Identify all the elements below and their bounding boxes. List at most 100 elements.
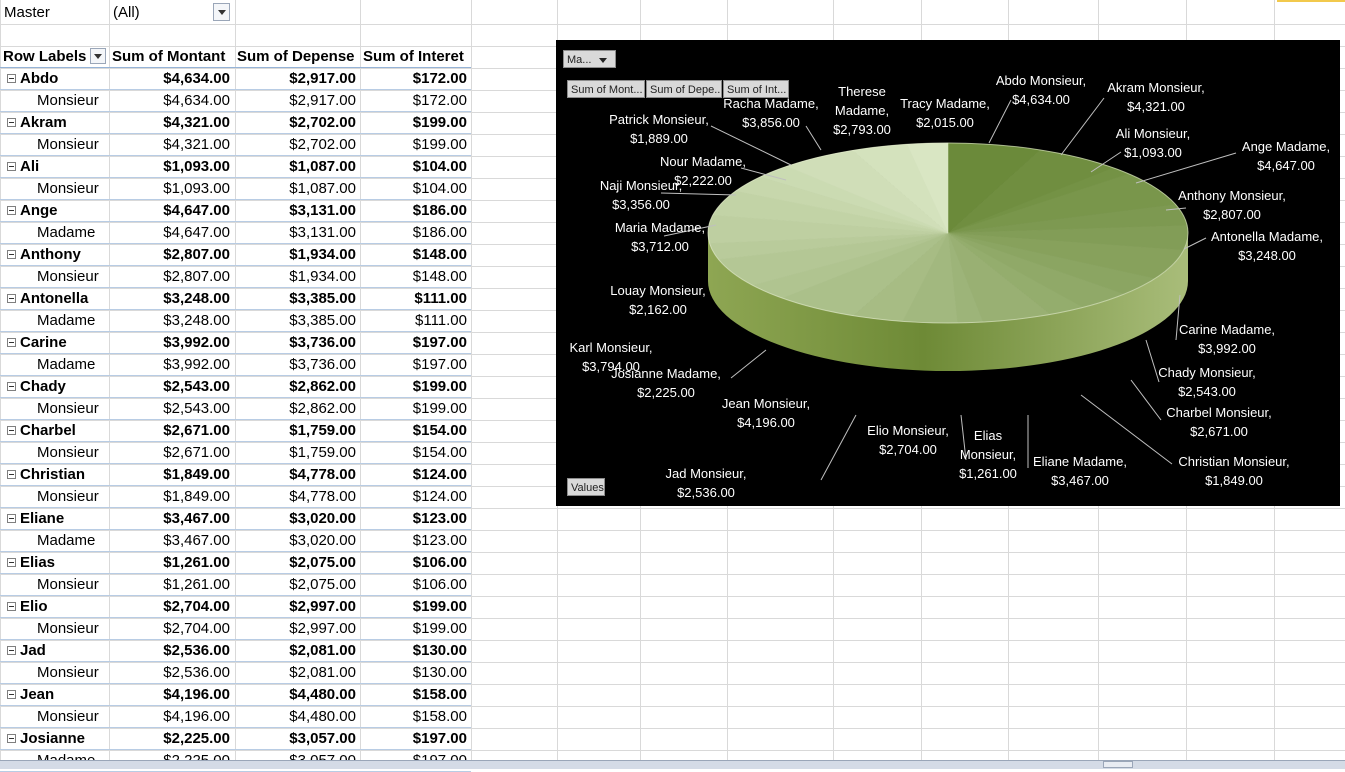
interet-cell[interactable]: $123.00	[412, 532, 467, 549]
interet-cell[interactable]: $199.00	[412, 598, 467, 615]
montant-cell[interactable]: $1,093.00	[163, 158, 230, 175]
collapse-icon[interactable]	[7, 514, 16, 523]
report-filter-dropdown-icon[interactable]	[213, 3, 230, 21]
interet-cell[interactable]: $186.00	[412, 224, 467, 241]
pivot-group-row[interactable]: Elio $2,704.00 $2,997.00 $199.00	[0, 596, 471, 618]
montant-cell[interactable]: $1,093.00	[163, 180, 230, 197]
pivot-group-row[interactable]: Chady $2,543.00 $2,862.00 $199.00	[0, 376, 471, 398]
interet-cell[interactable]: $199.00	[412, 136, 467, 153]
montant-cell[interactable]: $3,248.00	[163, 290, 230, 307]
chart-value-chip-montant[interactable]: Sum of Mont...	[567, 80, 645, 98]
collapse-icon[interactable]	[7, 470, 16, 479]
depense-cell[interactable]: $1,759.00	[289, 444, 356, 461]
collapse-icon[interactable]	[7, 162, 16, 171]
montant-cell[interactable]: $4,196.00	[163, 686, 230, 703]
depense-cell[interactable]: $3,020.00	[289, 510, 356, 527]
montant-cell[interactable]: $4,647.00	[163, 202, 230, 219]
pivot-detail-row[interactable]: Madame $3,992.00 $3,736.00 $197.00	[0, 354, 471, 376]
interet-cell[interactable]: $199.00	[412, 620, 467, 637]
pivot-detail-row[interactable]: Monsieur $4,196.00 $4,480.00 $158.00	[0, 706, 471, 728]
chart-filter-chip[interactable]: Ma...	[563, 50, 616, 68]
montant-cell[interactable]: $2,807.00	[163, 246, 230, 263]
montant-cell[interactable]: $4,321.00	[163, 136, 230, 153]
montant-cell[interactable]: $2,671.00	[163, 444, 230, 461]
collapse-icon[interactable]	[7, 74, 16, 83]
depense-cell[interactable]: $1,934.00	[289, 268, 356, 285]
depense-cell[interactable]: $2,081.00	[289, 664, 356, 681]
depense-cell[interactable]: $2,997.00	[289, 620, 356, 637]
depense-cell[interactable]: $2,075.00	[289, 576, 356, 593]
montant-cell[interactable]: $1,261.00	[163, 576, 230, 593]
pivot-group-row[interactable]: Anthony $2,807.00 $1,934.00 $148.00	[0, 244, 471, 266]
depense-cell[interactable]: $3,131.00	[289, 224, 356, 241]
collapse-icon[interactable]	[7, 382, 16, 391]
depense-cell[interactable]: $4,778.00	[289, 466, 356, 483]
interet-cell[interactable]: $104.00	[412, 180, 467, 197]
montant-cell[interactable]: $2,225.00	[163, 730, 230, 747]
depense-cell[interactable]: $1,087.00	[289, 158, 356, 175]
collapse-icon[interactable]	[7, 602, 16, 611]
depense-cell[interactable]: $3,736.00	[289, 356, 356, 373]
pivot-group-row[interactable]: Eliane $3,467.00 $3,020.00 $123.00	[0, 508, 471, 530]
interet-cell[interactable]: $111.00	[414, 290, 467, 307]
chart-value-chip-interet[interactable]: Sum of Int...	[723, 80, 789, 98]
depense-cell[interactable]: $4,480.00	[289, 686, 356, 703]
montant-cell[interactable]: $1,261.00	[163, 554, 230, 571]
depense-cell[interactable]: $2,081.00	[289, 642, 356, 659]
depense-cell[interactable]: $1,759.00	[289, 422, 356, 439]
interet-cell[interactable]: $199.00	[412, 114, 467, 131]
interet-cell[interactable]: $124.00	[412, 488, 467, 505]
chart-values-chip[interactable]: Values	[567, 478, 605, 496]
interet-cell[interactable]: $199.00	[412, 378, 467, 395]
pivot-group-row[interactable]: Elias $1,261.00 $2,075.00 $106.00	[0, 552, 471, 574]
montant-cell[interactable]: $3,992.00	[163, 334, 230, 351]
depense-cell[interactable]: $3,131.00	[289, 202, 356, 219]
pivot-detail-row[interactable]: Monsieur $2,543.00 $2,862.00 $199.00	[0, 398, 471, 420]
interet-cell[interactable]: $123.00	[412, 510, 467, 527]
montant-cell[interactable]: $2,807.00	[163, 268, 230, 285]
collapse-icon[interactable]	[7, 294, 16, 303]
montant-cell[interactable]: $2,704.00	[163, 598, 230, 615]
collapse-icon[interactable]	[7, 558, 16, 567]
interet-cell[interactable]: $158.00	[412, 686, 467, 703]
collapse-icon[interactable]	[7, 338, 16, 347]
interet-cell[interactable]: $197.00	[412, 730, 467, 747]
depense-cell[interactable]: $3,385.00	[289, 290, 356, 307]
pivot-detail-row[interactable]: Madame $4,647.00 $3,131.00 $186.00	[0, 222, 471, 244]
interet-cell[interactable]: $148.00	[412, 268, 467, 285]
depense-cell[interactable]: $3,736.00	[289, 334, 356, 351]
pivot-detail-row[interactable]: Monsieur $4,321.00 $2,702.00 $199.00	[0, 134, 471, 156]
row-labels-filter-icon[interactable]	[90, 48, 107, 65]
pivot-detail-row[interactable]: Madame $3,248.00 $3,385.00 $111.00	[0, 310, 471, 332]
interet-cell[interactable]: $197.00	[412, 356, 467, 373]
collapse-icon[interactable]	[7, 646, 16, 655]
depense-cell[interactable]: $1,087.00	[289, 180, 356, 197]
horizontal-scrollbar[interactable]	[1103, 761, 1133, 768]
interet-cell[interactable]: $130.00	[412, 642, 467, 659]
depense-cell[interactable]: $3,385.00	[289, 312, 356, 329]
depense-cell[interactable]: $2,702.00	[289, 136, 356, 153]
montant-cell[interactable]: $2,543.00	[163, 400, 230, 417]
interet-cell[interactable]: $104.00	[412, 158, 467, 175]
chart-value-chip-depense[interactable]: Sum of Depe...	[646, 80, 722, 98]
pivot-group-row[interactable]: Jean $4,196.00 $4,480.00 $158.00	[0, 684, 471, 706]
pivot-group-row[interactable]: Jad $2,536.00 $2,081.00 $130.00	[0, 640, 471, 662]
pivot-detail-row[interactable]: Monsieur $1,261.00 $2,075.00 $106.00	[0, 574, 471, 596]
montant-cell[interactable]: $4,196.00	[163, 708, 230, 725]
montant-cell[interactable]: $3,992.00	[163, 356, 230, 373]
pivot-detail-row[interactable]: Monsieur $1,849.00 $4,778.00 $124.00	[0, 486, 471, 508]
pivot-group-row[interactable]: Carine $3,992.00 $3,736.00 $197.00	[0, 332, 471, 354]
pivot-detail-row[interactable]: Monsieur $2,807.00 $1,934.00 $148.00	[0, 266, 471, 288]
depense-cell[interactable]: $2,997.00	[289, 598, 356, 615]
montant-cell[interactable]: $2,704.00	[163, 620, 230, 637]
interet-cell[interactable]: $148.00	[412, 246, 467, 263]
pivot-group-row[interactable]: Christian $1,849.00 $4,778.00 $124.00	[0, 464, 471, 486]
pivot-group-row[interactable]: Charbel $2,671.00 $1,759.00 $154.00	[0, 420, 471, 442]
depense-cell[interactable]: $2,862.00	[289, 400, 356, 417]
collapse-icon[interactable]	[7, 250, 16, 259]
depense-cell[interactable]: $4,480.00	[289, 708, 356, 725]
interet-cell[interactable]: $172.00	[412, 92, 467, 109]
depense-cell[interactable]: $2,075.00	[289, 554, 356, 571]
pivot-detail-row[interactable]: Monsieur $2,671.00 $1,759.00 $154.00	[0, 442, 471, 464]
interet-cell[interactable]: $130.00	[412, 664, 467, 681]
